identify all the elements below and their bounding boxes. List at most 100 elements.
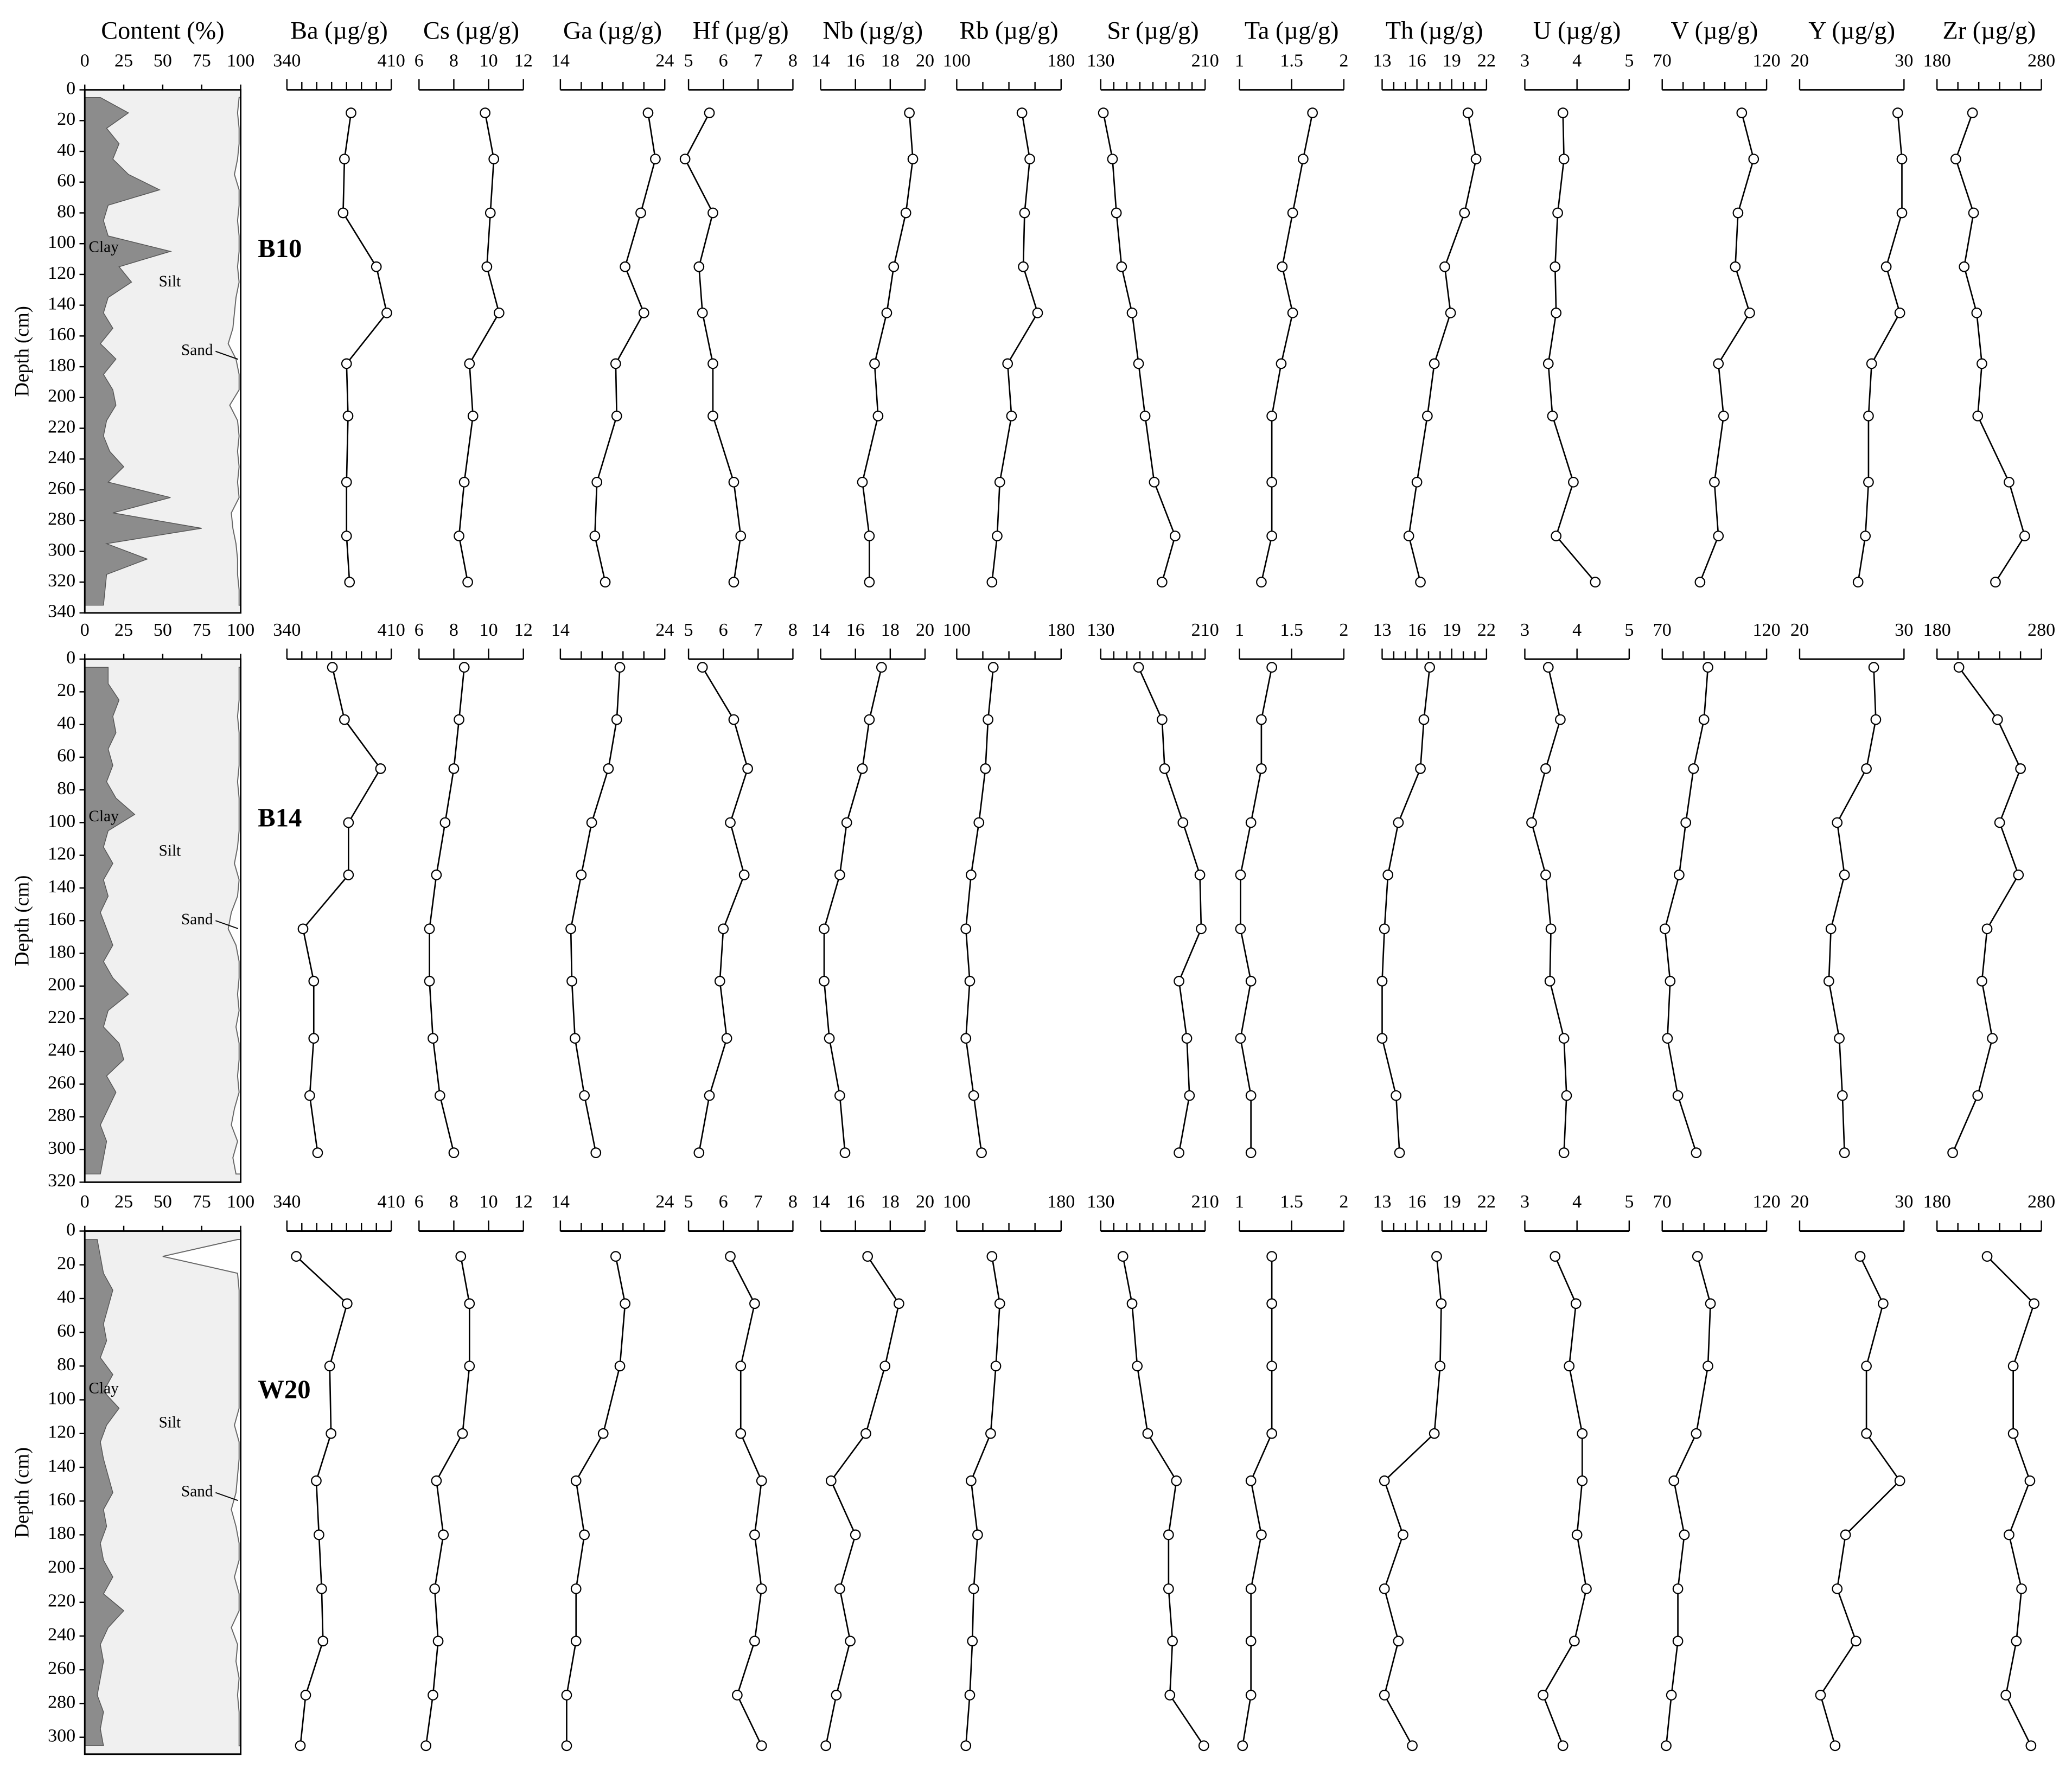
profile-line <box>458 112 500 583</box>
data-point <box>1266 531 1277 541</box>
clay-area <box>84 667 136 1175</box>
data-point <box>1019 207 1030 219</box>
data-point <box>1870 714 1882 725</box>
x-tick-label: 10 <box>480 1192 498 1212</box>
data-point <box>1424 662 1435 673</box>
data-point <box>714 975 725 987</box>
data-point <box>1398 1529 1408 1541</box>
silt-label: Silt <box>159 842 181 859</box>
x-tick-label: 180 <box>1047 620 1075 640</box>
x-tick-label: 180 <box>1923 50 1951 71</box>
data-point <box>600 577 611 588</box>
x-tick-label: 70 <box>1653 1192 1672 1212</box>
data-point <box>1732 207 1744 219</box>
data-point <box>864 714 875 725</box>
x-tick-label: 120 <box>1753 50 1781 71</box>
data-point <box>1379 923 1390 935</box>
profile-line <box>684 112 742 583</box>
data-point <box>973 817 985 828</box>
y-tick-label: 300 <box>48 1138 75 1158</box>
y-tick-label: 140 <box>48 293 75 314</box>
data-point <box>1538 1690 1549 1701</box>
x-tick-label: 1.5 <box>1280 1192 1303 1212</box>
data-point <box>872 410 884 421</box>
data-point <box>707 207 718 219</box>
profile-line <box>1260 112 1314 583</box>
data-point <box>850 1529 861 1541</box>
data-point <box>1376 975 1388 987</box>
data-point <box>860 1428 871 1439</box>
data-point <box>1156 577 1168 588</box>
panel-title: Ba (µg/g) <box>290 17 388 44</box>
y-tick-label: 80 <box>57 778 75 798</box>
data-point <box>742 763 753 774</box>
data-point <box>454 531 464 541</box>
data-point <box>1542 358 1554 369</box>
y-tick-label: 240 <box>48 448 75 468</box>
data-point <box>1987 1033 1998 1044</box>
data-point <box>869 358 880 369</box>
y-tick-label: 80 <box>57 1354 75 1375</box>
data-point <box>1171 1475 1182 1486</box>
y-tick-label: 60 <box>57 171 75 191</box>
data-point <box>464 1360 475 1372</box>
y-tick-label: 0 <box>66 648 75 668</box>
y-tick-label: 280 <box>48 509 75 529</box>
data-point <box>339 154 350 165</box>
profile-line <box>825 1256 900 1746</box>
clay-label: Clay <box>89 808 119 825</box>
data-point <box>1558 1033 1570 1044</box>
data-point <box>579 1529 590 1541</box>
data-point <box>1245 1583 1257 1594</box>
data-point <box>990 1360 1002 1372</box>
x-tick-label: 24 <box>655 1192 674 1212</box>
data-point <box>458 662 470 673</box>
data-point <box>1266 662 1277 673</box>
x-tick-label: 50 <box>154 1192 172 1212</box>
data-point <box>707 410 718 421</box>
data-point <box>1237 1740 1248 1752</box>
data-point <box>1569 1635 1580 1647</box>
x-tick-label: 280 <box>2028 620 2055 640</box>
x-tick-label: 22 <box>1477 1192 1496 1212</box>
data-point <box>1245 1147 1257 1159</box>
profile-line <box>1381 667 1431 1153</box>
data-point <box>614 662 626 673</box>
x-tick-label: 5 <box>684 1192 693 1212</box>
data-point <box>432 1635 444 1647</box>
y-tick-label: 200 <box>48 975 75 995</box>
data-point <box>570 1475 582 1486</box>
data-point <box>1977 975 1987 987</box>
y-tick-label: 260 <box>48 478 75 499</box>
data-point <box>704 107 715 118</box>
data-point <box>864 577 875 588</box>
data-point <box>455 1251 467 1262</box>
profile-line <box>1542 1256 1588 1746</box>
data-point <box>960 923 972 935</box>
data-point <box>1459 207 1470 219</box>
data-point <box>480 107 491 118</box>
y-axis-label: Depth (cm) <box>11 306 33 397</box>
x-tick-label: 8 <box>449 620 458 640</box>
x-tick-label: 280 <box>2028 50 2055 71</box>
data-point <box>1863 476 1874 488</box>
y-tick-label: 300 <box>48 1726 75 1746</box>
x-tick-label: 24 <box>655 620 674 640</box>
data-point <box>457 1428 468 1439</box>
data-point <box>1981 1251 1993 1262</box>
x-tick-label: 1 <box>1235 620 1244 640</box>
data-point <box>1256 763 1267 774</box>
data-point <box>561 1740 572 1752</box>
data-point <box>735 531 747 541</box>
data-point <box>845 1635 856 1647</box>
x-tick-label: 3 <box>1520 620 1529 640</box>
x-tick-label: 280 <box>2028 1192 2055 1212</box>
data-point <box>1018 261 1029 272</box>
sand-leader <box>215 350 239 360</box>
data-point <box>1016 107 1028 118</box>
data-point <box>635 207 646 219</box>
data-point <box>965 1475 977 1486</box>
data-point <box>1557 1740 1569 1752</box>
data-point <box>1245 1635 1257 1647</box>
